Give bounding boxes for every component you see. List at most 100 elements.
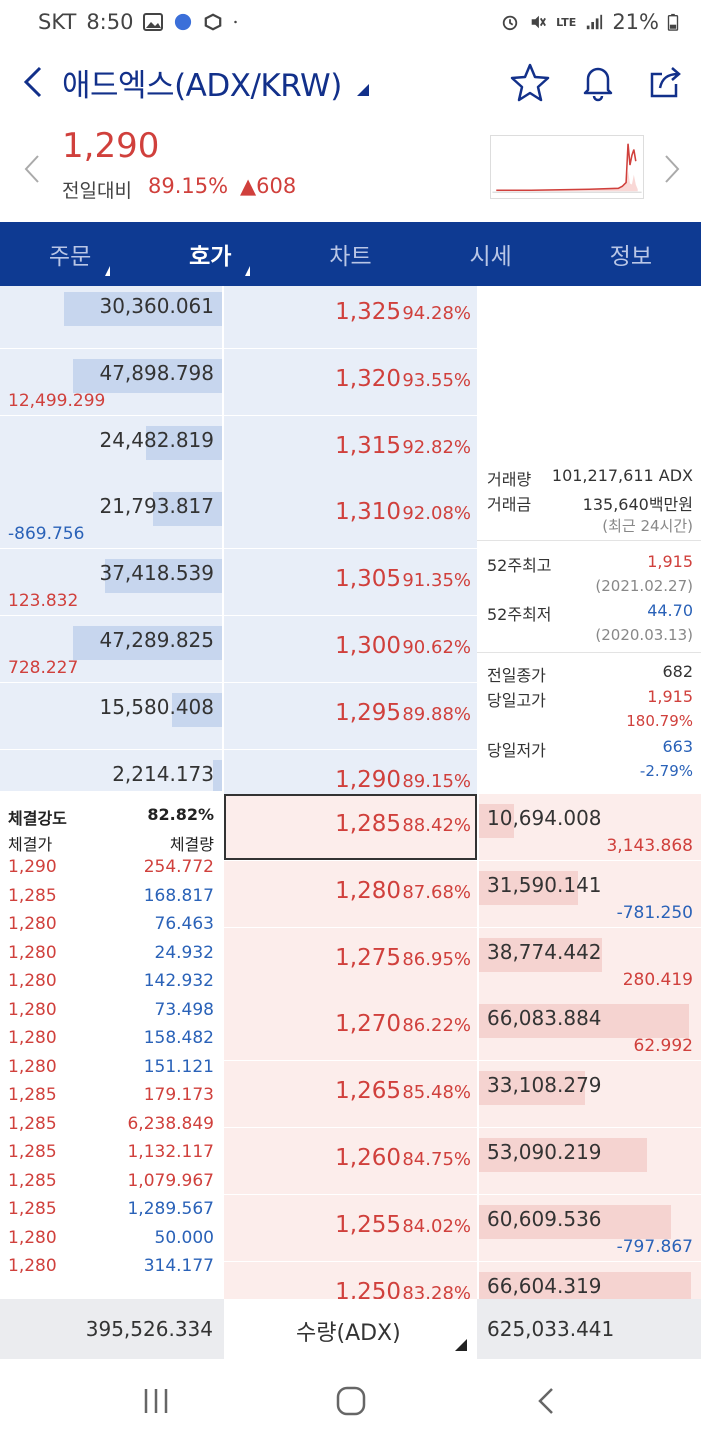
title-dropdown-icon (357, 84, 370, 96)
ask-row[interactable]: 21,793.817 -869.756 1,310 92.08% (0, 482, 701, 549)
ask-quantity-change: 12,499.299 (8, 390, 106, 411)
ask-row[interactable]: 37,418.539 123.832 1,305 91.35% (0, 549, 701, 616)
trade-volume-header: 체결량 (169, 835, 214, 854)
tab-market-price[interactable]: 시세 (421, 222, 561, 286)
favorite-star-icon[interactable] (510, 62, 550, 102)
bid-quantity-cell[interactable]: 31,590.141 -781.250 (479, 860, 701, 927)
bid-price-cell[interactable]: 1,285 88.42% (224, 794, 477, 860)
bid-row[interactable]: 1,285 88.42% 10,694.008 3,143.868 (224, 794, 701, 860)
ask-quantity-cell[interactable]: 15,580.408 (0, 682, 222, 749)
bid-row[interactable]: 1,280 87.68% 31,590.141 -781.250 (224, 860, 701, 927)
order-book[interactable]: 30,360.061 1,325 94.28% 47,898.798 12,499.29… (0, 286, 701, 1299)
ask-price-cell[interactable]: 1,305 91.35% (224, 549, 477, 616)
total-ask-quantity: 395,526.334 (85, 1317, 213, 1341)
current-price: 1,290 (62, 126, 160, 166)
ask-quantity: 30,360.061 (99, 294, 214, 318)
ask-quantity-cell[interactable]: 37,418.539 123.832 (0, 549, 222, 616)
trade-row: 1,280 158.482 (0, 1028, 222, 1056)
bid-row[interactable]: 1,255 84.02% 60,609.536 -797.867 (224, 1194, 701, 1261)
trade-row: 1,280 50.000 (0, 1228, 222, 1256)
ask-row[interactable]: 47,289.825 728.227 1,300 90.62% (0, 616, 701, 682)
bid-quantity-cell[interactable]: 38,774.442 280.419 (479, 927, 701, 994)
ask-price: 1,300 (335, 633, 401, 659)
bid-price-cell[interactable]: 1,265 85.48% (224, 1061, 477, 1128)
tab-chart[interactable]: 차트 (280, 222, 420, 286)
ask-price-cell[interactable]: 1,300 90.62% (224, 616, 477, 682)
bid-quantity-cell[interactable]: 66,083.884 62.992 (479, 994, 701, 1061)
recent-apps-icon[interactable] (136, 1381, 176, 1421)
ask-price-cell[interactable]: 1,325 94.28% (224, 286, 477, 348)
share-icon[interactable] (646, 62, 686, 102)
ask-quantity-cell[interactable]: 21,793.817 -869.756 (0, 482, 222, 549)
bid-row[interactable]: 1,260 84.75% 53,090.219 (224, 1128, 701, 1194)
bid-quantity-cell[interactable]: 53,090.219 (479, 1128, 701, 1194)
ask-price-cell[interactable]: 1,315 92.82% (224, 415, 477, 482)
more-notifications-icon (234, 20, 238, 24)
bid-price-cell[interactable]: 1,250 83.28% (224, 1261, 477, 1299)
bid-row[interactable]: 1,275 86.95% 38,774.442 280.419 (224, 927, 701, 994)
bid-quantity-change: 3,143.868 (606, 836, 693, 856)
ask-price-cell[interactable]: 1,320 93.55% (224, 348, 477, 415)
ask-quantity-change: 728.227 (8, 658, 79, 678)
unit-selector[interactable]: 수량(ADX) (224, 1299, 477, 1359)
bid-price-cell[interactable]: 1,255 84.02% (224, 1194, 477, 1261)
ask-quantity-cell[interactable]: 47,898.798 12,499.299 (0, 348, 222, 415)
trade-price: 1,285 (8, 885, 57, 906)
coin-title[interactable]: 애드엑스(ADX/KRW) (62, 60, 370, 105)
trade-price: 1,280 (8, 1028, 57, 1048)
ask-quantity-cell[interactable]: 30,360.061 (0, 286, 222, 348)
ask-price-cell[interactable]: 1,310 92.08% (224, 482, 477, 549)
ask-row[interactable]: 47,898.798 12,499.299 1,320 93.55% (0, 348, 701, 415)
bid-price-cell[interactable]: 1,275 86.95% (224, 927, 477, 994)
bid-quantity: 31,590.141 (487, 872, 602, 897)
ask-quantity-bar (64, 292, 222, 326)
bid-quantity-cell[interactable]: 33,108.279 (479, 1061, 701, 1128)
alert-bell-icon[interactable] (578, 62, 618, 102)
trade-price: 1,280 (8, 1256, 57, 1276)
bid-quantity-cell[interactable]: 66,604.319 (479, 1261, 701, 1299)
home-icon[interactable] (331, 1381, 371, 1421)
ask-row[interactable]: 24,482.819 1,315 92.82% (0, 415, 701, 482)
back-arrow-icon[interactable] (16, 62, 52, 102)
trade-volume: 24.932 (154, 942, 214, 963)
low52-label: 52주최저 (487, 605, 552, 624)
back-nav-icon[interactable] (528, 1381, 568, 1421)
ask-price-cell[interactable]: 1,295 89.88% (224, 682, 477, 749)
price-summary: 1,290 전일대비 89.15% ▲608 (0, 118, 701, 222)
bid-price-cell[interactable]: 1,280 87.68% (224, 860, 477, 927)
day-low-pct: -2.79% (639, 762, 693, 780)
trade-price: 1,285 (8, 1085, 57, 1105)
bid-quantity: 60,609.536 (487, 1206, 602, 1231)
bid-quantity-cell[interactable]: 10,694.008 3,143.868 (479, 794, 701, 860)
market-info-panel: 거래량 101,217,611 ADX 거래금 135,640백만원 (최근 2… (477, 286, 701, 791)
ask-price-percent: 90.62% (402, 637, 471, 658)
tab-order[interactable]: 주문 (0, 222, 140, 286)
trade-price: 1,280 (8, 914, 57, 934)
mini-price-chart[interactable] (490, 135, 644, 199)
bid-row[interactable]: 1,265 85.48% 33,108.279 (224, 1061, 701, 1128)
total-bid-quantity: 625,033.441 (487, 1317, 615, 1341)
system-nav-bar (0, 1359, 701, 1440)
bid-row[interactable]: 1,270 86.22% 66,083.884 62.992 (224, 994, 701, 1061)
day-high-label: 당일고가 (487, 691, 546, 710)
prev-coin-arrow-icon[interactable] (20, 152, 44, 186)
trade-row: 1,285 1,132.117 (0, 1142, 222, 1170)
ask-row[interactable]: 15,580.408 1,295 89.88% (0, 682, 701, 749)
bid-price-cell[interactable]: 1,260 84.75% (224, 1128, 477, 1194)
tab-orderbook[interactable]: 호가 (140, 222, 280, 286)
bid-quantity-bar (479, 937, 602, 972)
next-coin-arrow-icon[interactable] (660, 152, 684, 186)
tab-info[interactable]: 정보 (561, 222, 701, 286)
bid-price: 1,285 (335, 811, 401, 837)
ask-quantity-cell[interactable]: 47,289.825 728.227 (0, 616, 222, 682)
bid-price: 1,250 (335, 1278, 401, 1299)
tab-market-price-label: 시세 (469, 244, 512, 270)
ask-row[interactable]: 30,360.061 1,325 94.28% (0, 286, 701, 348)
day-high-pct: 180.79% (626, 712, 693, 730)
ask-quantity-cell[interactable]: 24,482.819 (0, 415, 222, 482)
bid-row[interactable]: 1,250 83.28% 66,604.319 (224, 1261, 701, 1299)
bid-quantity-cell[interactable]: 60,609.536 -797.867 (479, 1194, 701, 1261)
bid-price: 1,275 (335, 944, 401, 971)
strength-value: 82.82% (147, 805, 214, 824)
bid-price-cell[interactable]: 1,270 86.22% (224, 994, 477, 1061)
